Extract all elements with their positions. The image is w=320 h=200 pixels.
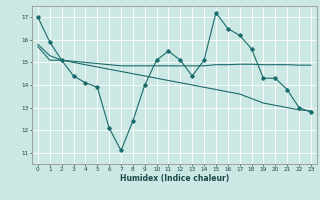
X-axis label: Humidex (Indice chaleur): Humidex (Indice chaleur) <box>120 174 229 183</box>
